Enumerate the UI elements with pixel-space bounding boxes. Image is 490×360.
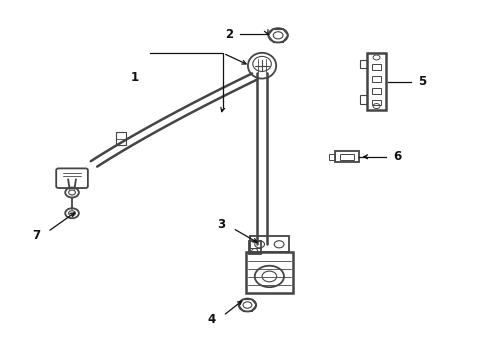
Bar	[372, 64, 381, 70]
Bar	[372, 100, 381, 105]
Bar	[372, 88, 381, 94]
Text: 3: 3	[218, 218, 225, 231]
Bar	[249, 242, 261, 254]
Bar	[367, 53, 386, 111]
Bar	[372, 76, 381, 82]
Bar	[250, 236, 289, 252]
Bar	[329, 154, 335, 159]
Bar	[246, 252, 293, 293]
Bar	[116, 132, 125, 145]
Bar	[360, 95, 367, 104]
Bar	[341, 154, 354, 160]
Text: 6: 6	[393, 150, 402, 163]
Bar	[335, 151, 360, 162]
Bar	[360, 60, 367, 68]
Text: 7: 7	[32, 229, 40, 242]
Text: 4: 4	[208, 313, 216, 326]
Text: 1: 1	[131, 71, 139, 84]
Text: 2: 2	[225, 28, 233, 41]
Text: 5: 5	[418, 75, 426, 88]
